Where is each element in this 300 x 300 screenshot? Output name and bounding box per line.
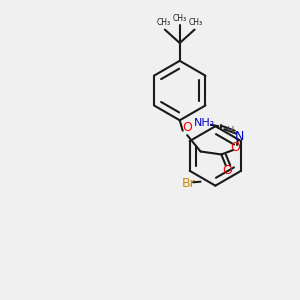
Text: O: O — [230, 140, 240, 154]
Text: CH₃: CH₃ — [156, 18, 170, 27]
Text: NH₂: NH₂ — [194, 118, 216, 128]
Text: N: N — [235, 130, 244, 143]
Text: CH₃: CH₃ — [173, 14, 187, 23]
Text: O: O — [182, 121, 192, 134]
Text: Br: Br — [182, 177, 196, 190]
Text: O: O — [222, 164, 232, 177]
Text: CH₃: CH₃ — [189, 18, 203, 27]
Text: H: H — [226, 126, 234, 136]
